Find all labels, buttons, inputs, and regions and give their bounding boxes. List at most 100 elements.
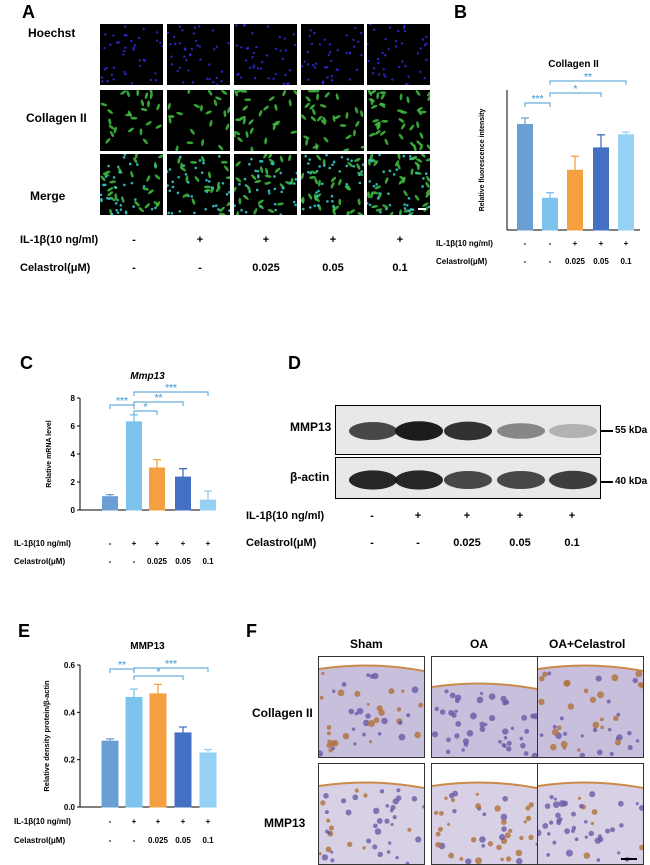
panel-c-celastrol-value-0: -	[108, 557, 112, 566]
panel-a-celastrol-value-0: -	[132, 262, 136, 274]
chartC-sig-label-1: *	[144, 402, 148, 413]
chartC-errorbar-4	[204, 490, 212, 501]
chartC-errorbar-1	[130, 414, 138, 422]
panel-a-row-collagen: Collagen II	[26, 111, 87, 125]
chartB-title: Collagen II	[548, 59, 599, 70]
panel-f-label: F	[246, 621, 257, 641]
chartC-ylabel: Relative mRNA level	[46, 420, 53, 487]
chartC-sig-label-2: **	[155, 393, 163, 404]
chartB-bar-3	[593, 147, 609, 231]
chartE-bar-0	[101, 740, 119, 808]
fluor-cell-r2-c3	[301, 154, 364, 215]
panel-c-il1b-value-0: -	[108, 539, 112, 548]
fluor-cell-r1-c2	[234, 90, 297, 151]
chartC-errorbar-3	[179, 468, 187, 478]
panel-e-celastrol-value-1: -	[132, 836, 136, 845]
panel-e-il1b-value-0: -	[108, 817, 112, 826]
chartC-tick-label-0: 0	[71, 506, 76, 515]
fluor-cell-r1-c3	[301, 90, 364, 151]
chartB-sig-bracket-1	[549, 92, 602, 97]
fluor-cell-r1-c4	[367, 90, 430, 151]
panel-c-il1b-label: IL-1β(10 ng/ml)	[14, 539, 71, 548]
panel-d-il1b-value-3: +	[516, 510, 524, 522]
chartB-sig-label-0: ***	[532, 94, 544, 105]
panel-e-il1b-value-1: +	[131, 817, 137, 826]
panel-a-il1b-label: IL-1β(10 ng/ml)	[20, 234, 99, 246]
marker-tick-40	[601, 481, 613, 483]
chartE-bar-3	[174, 732, 192, 808]
chartB-sig-bracket-2	[549, 80, 627, 85]
panel-a-celastrol-value-3: 0.05	[322, 262, 344, 274]
chartE-tick-label-0: 0.0	[64, 803, 76, 810]
chartE-errorbar-0	[106, 738, 114, 742]
panel-d-band-mmp13-label: MMP13	[290, 420, 332, 434]
chartB-errorbar-0	[521, 117, 529, 125]
chartE-tick-label-2: 0.4	[64, 708, 76, 717]
panel-b-celastrol-value-2: 0.025	[564, 257, 586, 266]
panel-d-il1b-value-4: +	[568, 510, 576, 522]
panel-e-il1b-value-2: +	[155, 817, 161, 826]
panel-e-il1b-label: IL-1β(10 ng/ml)	[14, 817, 71, 826]
chartC-tick-label-4: 8	[71, 394, 76, 403]
chartB-errorbar-3	[597, 134, 605, 148]
chartC-tick-label-3: 6	[71, 422, 76, 431]
panel-c-il1b-value-1: +	[131, 539, 137, 548]
chartC-title: Mmp13	[130, 371, 165, 382]
panel-b-il1b-value-2: +	[572, 239, 578, 248]
actin-band-4	[549, 470, 597, 490]
panel-c-celastrol-value-1: -	[132, 557, 136, 566]
marker-tick-55	[601, 430, 613, 432]
chartB-errorbar-2	[571, 155, 579, 171]
chartE-tick-label-3: 0.6	[64, 661, 76, 670]
chartC-errorbar-2	[153, 458, 161, 468]
chartE-bar-4	[199, 752, 217, 808]
panel-c-celastrol-value-2: 0.025	[146, 557, 168, 566]
chartC-bar-0	[102, 496, 118, 511]
chartE-errorbar-3	[179, 726, 187, 733]
ihc-cell-r0-c2	[537, 656, 644, 758]
panel-a-il1b-value-3: +	[329, 234, 337, 246]
chartC-sig-bracket-0	[109, 404, 135, 409]
western-blot-mmp13	[335, 405, 601, 455]
panel-e-il1b-value-3: +	[180, 817, 186, 826]
chartE-title: MMP13	[130, 641, 165, 652]
panel-a-celastrol-value-4: 0.1	[392, 262, 408, 274]
panel-b-celastrol-label: Celastrol(μM)	[436, 257, 488, 266]
chartE-sig-bracket-1	[133, 667, 209, 672]
chartC-sig-bracket-1	[133, 410, 158, 415]
panel-d-band-actin-label: β-actin	[290, 470, 330, 484]
fluor-cell-r0-c4	[367, 24, 430, 85]
panel-a-row-hoechst: Hoechst	[28, 26, 76, 40]
chartC-sig-label-3: ***	[165, 383, 177, 394]
panel-f-row-collagen: Collagen II	[252, 706, 313, 720]
chartB-bar-2	[567, 169, 583, 231]
panel-b-celastrol-value-0: -	[523, 257, 527, 266]
fluor-cell-r0-c1	[167, 24, 230, 85]
chartE-sig-bracket-2	[133, 675, 184, 680]
chartC-errorbar-0	[106, 493, 114, 497]
fluor-cell-r2-c4	[367, 154, 430, 215]
panel-e-celastrol-value-2: 0.025	[147, 836, 169, 845]
panel-a-il1b-value-1: +	[196, 234, 204, 246]
chartB-sig-label-1: *	[574, 84, 578, 95]
panel-d-celastrol-value-0: -	[370, 537, 374, 549]
panel-c-celastrol-value-4: 0.1	[202, 557, 214, 566]
panel-f-row-mmp13: MMP13	[264, 816, 306, 830]
panel-a-celastrol-value-1: -	[198, 262, 202, 274]
panel-d-celastrol-value-3: 0.05	[509, 537, 531, 549]
chartB-sig-bracket-0	[524, 102, 551, 107]
mmp13-band-1	[395, 421, 443, 441]
panel-d-label: D	[288, 353, 301, 373]
chartC-sig-label-0: ***	[116, 396, 128, 407]
chartC-bar-1	[126, 421, 142, 511]
panel-b-il1b-label: IL-1β(10 ng/ml)	[436, 239, 493, 248]
ihc-cell-r1-c1	[431, 763, 538, 865]
panel-c-il1b-value-3: +	[180, 539, 186, 548]
fluor-cell-r2-c1	[167, 154, 230, 215]
mmp13-bands	[349, 421, 597, 441]
panel-a-il1b-value-4: +	[396, 234, 404, 246]
panel-b-celastrol-value-1: -	[548, 257, 552, 266]
panel-a-row-merge: Merge	[30, 189, 66, 203]
panel-b-celastrol-value-4: 0.1	[620, 257, 632, 266]
